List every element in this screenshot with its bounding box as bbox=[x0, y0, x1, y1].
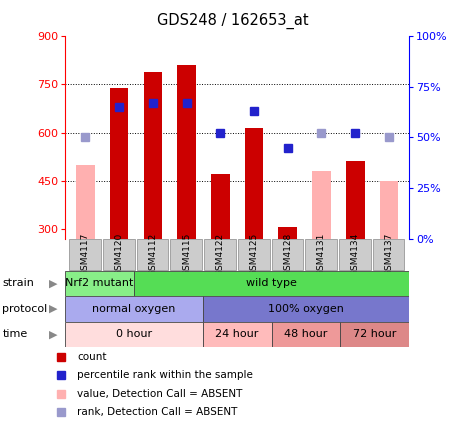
Text: GSM4134: GSM4134 bbox=[351, 233, 360, 276]
Bar bbox=[103, 239, 134, 270]
Text: GSM4115: GSM4115 bbox=[182, 233, 191, 276]
Bar bbox=[203, 296, 409, 322]
Bar bbox=[144, 72, 162, 239]
Text: ▶: ▶ bbox=[49, 329, 58, 340]
Text: Nrf2 mutant: Nrf2 mutant bbox=[65, 278, 134, 288]
Text: 72 hour: 72 hour bbox=[353, 329, 397, 340]
Bar bbox=[238, 239, 270, 270]
Text: wild type: wild type bbox=[246, 278, 297, 288]
Text: GSM4137: GSM4137 bbox=[385, 233, 393, 276]
Bar bbox=[339, 239, 371, 270]
Bar bbox=[204, 239, 236, 270]
Bar bbox=[170, 239, 202, 270]
Text: 48 hour: 48 hour bbox=[284, 329, 328, 340]
Bar bbox=[272, 322, 340, 347]
Bar bbox=[177, 65, 196, 239]
Text: GSM4122: GSM4122 bbox=[216, 233, 225, 276]
Bar bbox=[245, 128, 263, 239]
Bar bbox=[76, 165, 94, 239]
Bar bbox=[134, 271, 409, 296]
Text: protocol: protocol bbox=[2, 304, 47, 314]
Text: GSM4120: GSM4120 bbox=[114, 233, 124, 276]
Bar bbox=[110, 88, 128, 239]
Text: GSM4117: GSM4117 bbox=[81, 233, 90, 276]
Text: ▶: ▶ bbox=[49, 278, 58, 288]
Text: value, Detection Call = ABSENT: value, Detection Call = ABSENT bbox=[77, 389, 242, 399]
Bar bbox=[65, 296, 203, 322]
Bar bbox=[137, 239, 168, 270]
Text: normal oxygen: normal oxygen bbox=[92, 304, 176, 314]
Bar bbox=[65, 271, 134, 296]
Text: GSM4112: GSM4112 bbox=[148, 233, 157, 276]
Text: ▶: ▶ bbox=[49, 304, 58, 314]
Text: 0 hour: 0 hour bbox=[116, 329, 152, 340]
Text: count: count bbox=[77, 351, 106, 362]
Text: strain: strain bbox=[2, 278, 34, 288]
Bar bbox=[279, 227, 297, 239]
Bar bbox=[340, 322, 409, 347]
Bar bbox=[272, 239, 303, 270]
Bar bbox=[346, 161, 365, 239]
Text: 100% oxygen: 100% oxygen bbox=[268, 304, 344, 314]
Bar bbox=[203, 322, 272, 347]
Text: GDS248 / 162653_at: GDS248 / 162653_at bbox=[157, 13, 308, 29]
Bar bbox=[380, 181, 398, 239]
Bar bbox=[312, 171, 331, 239]
Text: GSM4125: GSM4125 bbox=[250, 233, 259, 276]
Text: GSM4131: GSM4131 bbox=[317, 233, 326, 276]
Text: percentile rank within the sample: percentile rank within the sample bbox=[77, 370, 253, 380]
Bar bbox=[211, 174, 230, 239]
Bar bbox=[69, 239, 101, 270]
Text: GSM4128: GSM4128 bbox=[283, 233, 292, 276]
Bar bbox=[373, 239, 405, 270]
Bar bbox=[65, 322, 203, 347]
Text: rank, Detection Call = ABSENT: rank, Detection Call = ABSENT bbox=[77, 407, 237, 417]
Bar bbox=[306, 239, 337, 270]
Text: time: time bbox=[2, 329, 27, 340]
Text: 24 hour: 24 hour bbox=[215, 329, 259, 340]
